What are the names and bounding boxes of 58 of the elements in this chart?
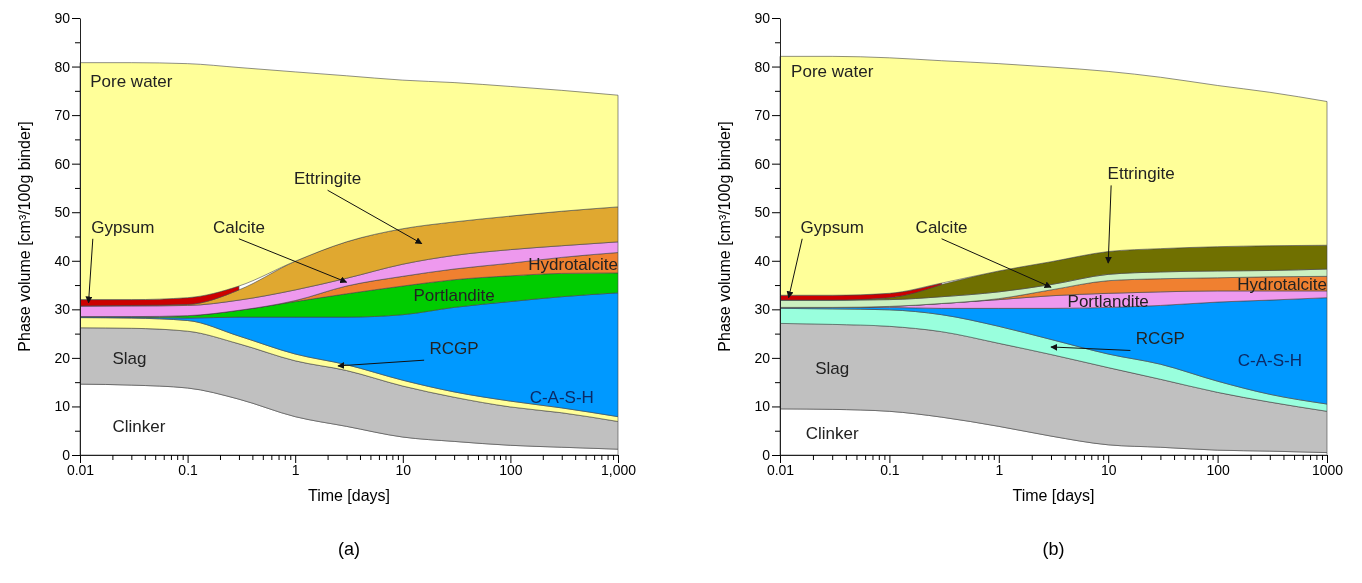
series-label: Slag — [815, 358, 850, 378]
y-axis-title: Phase volume [cm³/100g binder] — [16, 121, 33, 352]
series-label: RCGP — [429, 339, 479, 359]
y-tick-label: 70 — [754, 107, 771, 124]
y-tick-label: 10 — [54, 398, 71, 415]
y-tick-label: 20 — [754, 349, 771, 366]
x-tick-label: 1,000 — [600, 461, 637, 478]
text: Ettringite — [294, 169, 362, 189]
y-tick-label: 80 — [54, 58, 71, 75]
x-tick-label: 1000 — [1311, 461, 1344, 478]
text: Gypsum — [91, 217, 155, 237]
y-axis-title: Phase volume [cm³/100g binder] — [716, 121, 733, 352]
series-label: Clinker — [805, 424, 859, 444]
y-tick-label: 20 — [54, 349, 71, 366]
y-tick-label: 50 — [54, 204, 71, 221]
series-label: Hydrotalcite — [1237, 274, 1327, 294]
x-tick-label: 1 — [291, 461, 300, 478]
y-tick-label: 50 — [754, 204, 771, 221]
y-tick-label: 30 — [754, 301, 771, 318]
text: Gypsum — [800, 217, 864, 237]
x-tick-label: 10 — [1100, 461, 1117, 478]
x-tick-label: 100 — [499, 461, 523, 478]
text: (b) — [1042, 539, 1065, 559]
y-tick-label: 90 — [754, 9, 771, 26]
x-tick-label: 10 — [395, 461, 412, 478]
y-tick-label: 40 — [754, 252, 771, 269]
y-tick-label: 40 — [54, 252, 71, 269]
y-tick-label: 60 — [54, 155, 71, 172]
y-tick-label: 30 — [54, 301, 71, 318]
series-label: RCGP — [1135, 329, 1185, 349]
series-label: Portlandite — [1067, 291, 1149, 311]
text: Calcite — [212, 217, 265, 237]
y-tick-label: 70 — [54, 107, 71, 124]
y-tick-label: 0 — [762, 446, 771, 463]
series-label: Clinker — [112, 416, 166, 436]
x-tick-label: 1 — [995, 461, 1004, 478]
series-label: Portlandite — [413, 285, 495, 305]
y-tick-label: 0 — [62, 446, 71, 463]
y-tick-label: 90 — [54, 9, 71, 26]
x-tick-label: 100 — [1206, 461, 1230, 478]
x-tick-label: 0.1 — [880, 461, 900, 478]
y-tick-label: 80 — [754, 58, 771, 75]
series-label: Hydrotalcite — [528, 255, 618, 275]
y-tick-label: 10 — [754, 398, 771, 415]
x-tick-label: 0.01 — [766, 461, 795, 478]
x-tick-label: 0.1 — [178, 461, 199, 478]
x-tick-label: 0.01 — [66, 461, 95, 478]
text: (a) — [338, 539, 360, 559]
text: Ettringite — [1107, 164, 1175, 184]
series-label: C-A-S-H — [1237, 351, 1302, 371]
series-label: Pore water — [90, 72, 173, 92]
series-label: C-A-S-H — [529, 387, 594, 407]
series-label: Pore water — [791, 62, 874, 82]
y-tick-label: 60 — [754, 155, 771, 172]
series-label: Slag — [112, 348, 147, 368]
x-axis-title: Time [days] — [1012, 487, 1095, 504]
x-axis-title: Time [days] — [307, 487, 391, 504]
text: Calcite — [915, 217, 968, 237]
